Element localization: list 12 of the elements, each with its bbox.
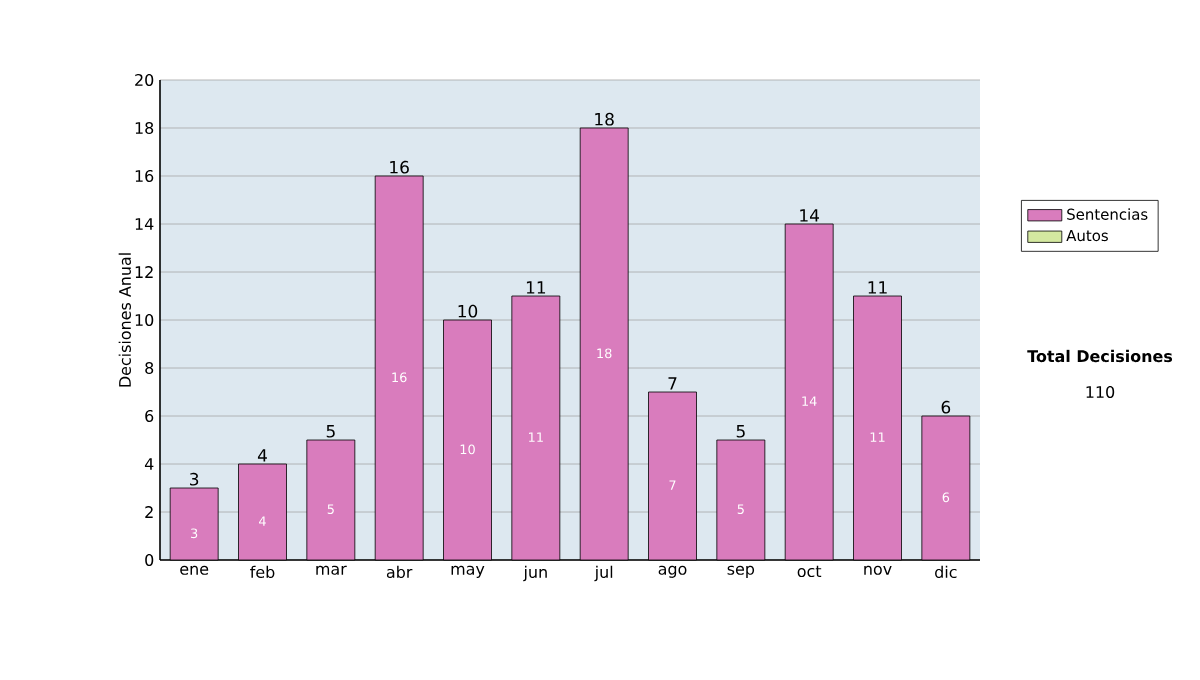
total-label: 7 <box>668 377 677 390</box>
total-label: 10 <box>458 304 478 318</box>
total-label: 6 <box>941 400 951 414</box>
total-label: 11 <box>868 281 887 294</box>
total-label: 5 <box>736 425 745 438</box>
total-label: 14 <box>800 209 819 222</box>
total-label: 4 <box>257 449 267 462</box>
total-label: 16 <box>390 160 409 174</box>
total-label: 3 <box>190 472 199 486</box>
total-label: 11 <box>526 281 546 294</box>
total-label: 18 <box>595 112 614 126</box>
total-label: 5 <box>326 425 335 438</box>
